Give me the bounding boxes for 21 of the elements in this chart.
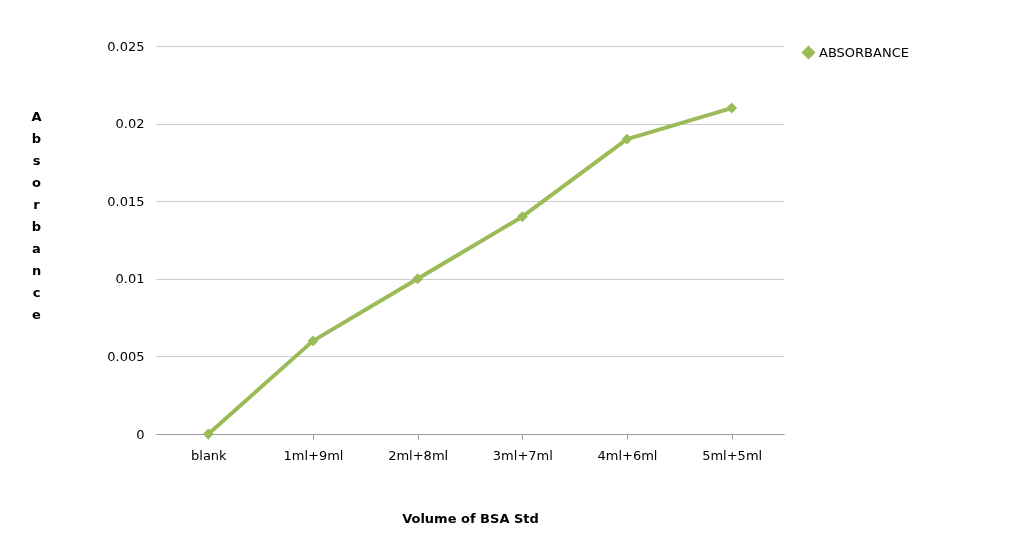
point: [621, 133, 633, 145]
point: [307, 335, 319, 347]
y-tick-label: 0.015: [107, 193, 145, 209]
y-tick-label: 0.025: [107, 38, 145, 54]
legend-label: ABSORBANCE: [819, 44, 909, 60]
x-tick-label: blank: [191, 447, 228, 463]
y-tick-label: 0: [136, 426, 145, 442]
x-tick-label: 1ml+9ml: [283, 447, 344, 463]
x-tick-label: 4ml+6ml: [597, 447, 658, 463]
x-axis-title: Volume of BSA Std: [402, 510, 539, 526]
y-tick-label: 0.02: [115, 116, 145, 132]
point: [516, 211, 528, 223]
point: [726, 102, 738, 114]
x-tick-label: 2ml+8ml: [388, 447, 449, 463]
x-tick-label: 5ml+5ml: [702, 447, 763, 463]
x-tick-label: 3ml+7ml: [492, 447, 553, 463]
point: [412, 273, 424, 285]
y-tick-label: 0.01: [115, 271, 145, 287]
point: [202, 428, 214, 440]
y-tick-label: 0.005: [107, 348, 145, 364]
text: Absorbance: [31, 108, 42, 322]
